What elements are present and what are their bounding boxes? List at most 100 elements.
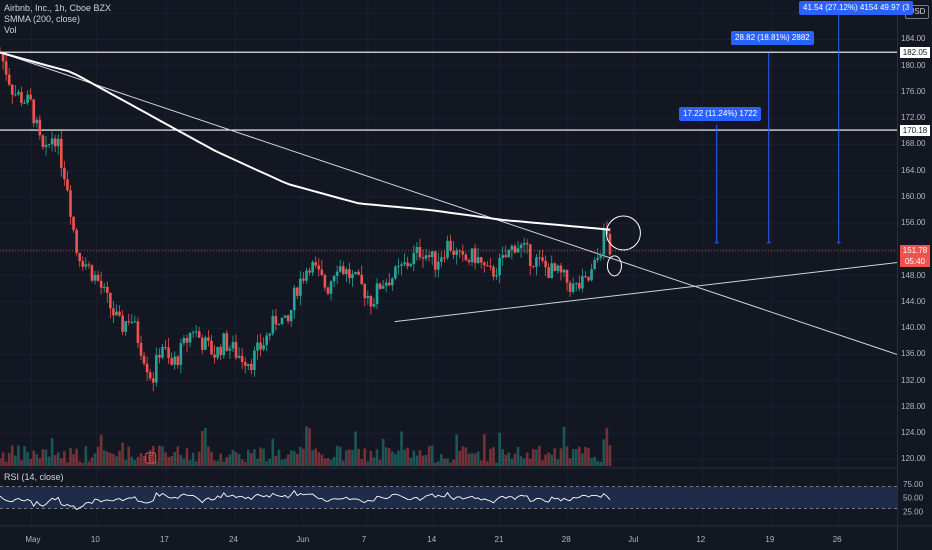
- candle-body: [200, 337, 204, 350]
- volume-bar: [482, 434, 486, 466]
- candle-body: [60, 138, 63, 168]
- candle-body: [351, 273, 354, 279]
- candle-body: [498, 258, 501, 276]
- volume-bar: [289, 450, 293, 466]
- candle-body: [10, 84, 14, 95]
- volume-bar: [170, 455, 173, 466]
- volume-bar: [0, 458, 2, 466]
- price-tick-label: 136.00: [901, 349, 926, 359]
- trendline: [394, 262, 898, 323]
- volume-bar: [151, 445, 155, 466]
- volume-bar: [461, 446, 465, 466]
- candle-body: [302, 278, 305, 281]
- volume-bar: [571, 449, 575, 466]
- candle-body: [118, 311, 121, 316]
- volume-badge: [145, 452, 157, 464]
- volume-bar: [394, 453, 397, 466]
- candle-body: [522, 242, 526, 245]
- volume-bar: [32, 450, 36, 466]
- candle-body: [409, 264, 413, 267]
- volume-bar: [608, 445, 612, 466]
- volume-bar: [593, 456, 596, 466]
- price-tick-label: 140.00: [901, 323, 926, 333]
- candle-body: [461, 251, 465, 255]
- volume-bar: [207, 446, 210, 466]
- volume-bar: [75, 448, 78, 466]
- volume-bar: [519, 456, 523, 466]
- volume-bar: [492, 447, 495, 466]
- volume-bar: [283, 458, 287, 466]
- volume-bar: [90, 457, 94, 466]
- candle-body: [210, 340, 213, 355]
- volume-bar: [155, 461, 158, 466]
- volume-bar: [449, 462, 452, 466]
- candle-body: [213, 354, 216, 358]
- candle-body: [397, 266, 400, 268]
- candle-body: [72, 216, 75, 230]
- price-tag-last: 151.78: [900, 245, 930, 256]
- rsi-legend: RSI (14, close): [4, 472, 64, 482]
- candle-body: [56, 138, 60, 147]
- time-tick-label: 19: [765, 535, 775, 544]
- volume-bar: [115, 456, 118, 466]
- volume-bar: [96, 446, 100, 466]
- volume-bar: [118, 450, 121, 466]
- volume-bar: [176, 446, 180, 466]
- volume-bar: [391, 451, 394, 466]
- candle-body: [4, 61, 8, 75]
- volume-bar: [228, 454, 232, 466]
- trendlines[interactable]: [0, 52, 898, 355]
- volume-bar: [271, 438, 275, 466]
- candle-body: [167, 347, 170, 359]
- volume-bar: [78, 461, 81, 466]
- candle-body: [574, 283, 578, 285]
- volume-bar: [133, 460, 137, 466]
- measure-label-3[interactable]: 41.54 (27.12%) 4154 49.97 (3: [799, 1, 914, 15]
- volume-bar: [544, 454, 547, 466]
- candle-body: [99, 280, 103, 288]
- time-tick-label: 10: [90, 535, 100, 544]
- volume-bar: [256, 458, 259, 466]
- candle-body: [571, 283, 575, 292]
- candle-body: [335, 271, 339, 276]
- price-tick-label: 124.00: [901, 428, 926, 438]
- measure-tools[interactable]: [714, 0, 841, 244]
- candle-body: [341, 266, 345, 275]
- candle-body: [155, 355, 158, 383]
- volume-bar: [277, 449, 281, 466]
- candle-body: [38, 119, 42, 136]
- volume-bar: [179, 455, 183, 466]
- candle-body: [495, 275, 498, 277]
- candle-body: [357, 271, 360, 275]
- volume-bar: [556, 459, 560, 466]
- candle-body: [305, 270, 308, 281]
- price-tag-countdown: 05:40: [900, 256, 930, 267]
- candle-body: [486, 265, 489, 267]
- volume-bar: [84, 446, 88, 466]
- candle-body: [535, 257, 538, 267]
- candle-body: [256, 342, 259, 351]
- measure-label-1[interactable]: 17.22 (11.24%) 1722: [679, 107, 762, 121]
- candle-body: [427, 255, 431, 257]
- candle-body: [516, 248, 520, 253]
- candle-body: [127, 321, 131, 323]
- candle-body: [421, 257, 425, 259]
- candle-body: [173, 356, 177, 365]
- candle-body: [363, 283, 367, 299]
- candle-body: [501, 255, 504, 259]
- time-tick-label: Jul: [628, 535, 639, 544]
- candle-body: [384, 282, 388, 286]
- volume-bar: [369, 450, 373, 466]
- measure-label-2[interactable]: 28.82 (18.81%) 2882: [731, 31, 814, 45]
- candle-body: [87, 264, 91, 266]
- volume-bar: [528, 458, 532, 466]
- volume-bar: [409, 457, 413, 466]
- candle-body: [532, 265, 535, 267]
- candle-body: [17, 92, 20, 95]
- candle-body: [424, 255, 428, 259]
- candle-body: [194, 331, 198, 333]
- horizontal-levels[interactable]: [0, 51, 897, 252]
- volume-bar: [102, 450, 106, 466]
- candle-body: [191, 332, 195, 334]
